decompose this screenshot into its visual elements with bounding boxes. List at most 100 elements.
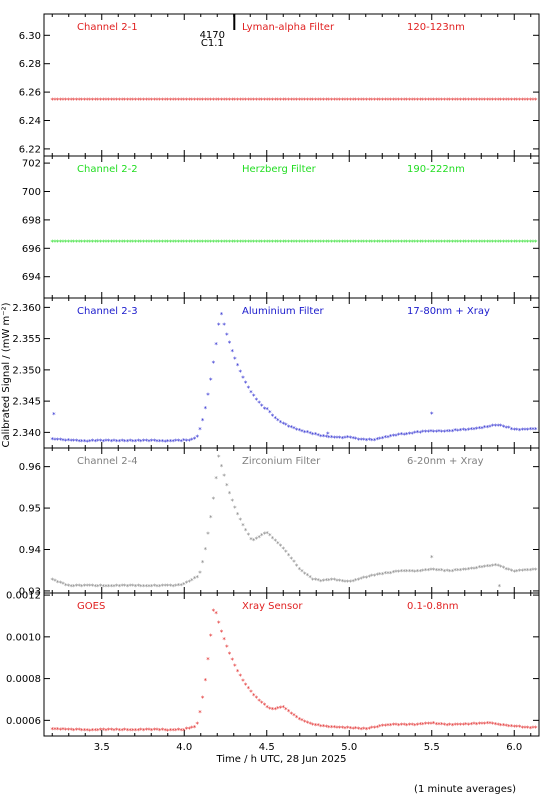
data-point: * xyxy=(82,97,86,105)
data-point: * xyxy=(512,239,516,247)
data-point: * xyxy=(192,239,196,247)
data-point: * xyxy=(380,239,384,247)
data-point: * xyxy=(209,633,213,641)
data-point: * xyxy=(152,726,156,734)
data-point: * xyxy=(131,239,135,247)
data-point: * xyxy=(375,572,379,580)
data-point: * xyxy=(88,97,92,105)
data-point: * xyxy=(297,427,301,435)
data-point: * xyxy=(469,97,473,105)
data-point: * xyxy=(493,422,497,430)
data-point: * xyxy=(426,97,430,105)
data-point: * xyxy=(166,727,170,735)
data-point: * xyxy=(241,97,245,105)
data-point: * xyxy=(504,97,508,105)
data-point: * xyxy=(144,239,148,247)
data-point: * xyxy=(289,555,293,563)
data-point: * xyxy=(520,568,524,576)
data-point: * xyxy=(389,433,393,441)
data-point: * xyxy=(504,239,508,247)
data-point: * xyxy=(305,429,309,437)
data-point: * xyxy=(85,727,89,735)
data-point: * xyxy=(378,97,382,105)
data-point: * xyxy=(249,389,253,397)
data-point: * xyxy=(448,239,452,247)
data-point: * xyxy=(131,583,135,591)
data-point: * xyxy=(74,97,78,105)
data-point: * xyxy=(61,581,65,589)
data-point: * xyxy=(192,575,196,583)
data-point: * xyxy=(201,417,205,425)
data-point: * xyxy=(64,582,68,590)
data-point: * xyxy=(327,97,331,105)
data-point: * xyxy=(300,239,304,247)
data-point: * xyxy=(477,239,481,247)
data-point: * xyxy=(203,97,207,105)
data-point: * xyxy=(450,722,454,730)
data-point: * xyxy=(359,239,363,247)
data-point: * xyxy=(150,97,154,105)
data-point: * xyxy=(131,438,135,446)
data-point: * xyxy=(192,724,196,732)
data-point: * xyxy=(139,97,143,105)
data-point: * xyxy=(526,239,530,247)
data-point: * xyxy=(93,583,97,591)
data-point: * xyxy=(402,722,406,730)
data-point: * xyxy=(461,566,465,574)
data-point: * xyxy=(141,727,145,735)
data-point: * xyxy=(254,97,258,105)
data-point: * xyxy=(432,566,436,574)
data-point: * xyxy=(313,577,317,585)
data-point: * xyxy=(217,97,221,105)
data-point: * xyxy=(147,583,151,591)
data-point: * xyxy=(112,583,116,591)
data-point: * xyxy=(155,438,159,446)
data-point: * xyxy=(394,721,398,729)
data-point: * xyxy=(158,583,162,591)
data-point: * xyxy=(53,436,57,444)
data-point: * xyxy=(356,239,360,247)
data-point: * xyxy=(321,239,325,247)
data-point: * xyxy=(101,727,105,735)
data-point: * xyxy=(244,97,248,105)
data-point: * xyxy=(66,727,70,735)
data-point: * xyxy=(166,239,170,247)
data-point: * xyxy=(437,567,441,575)
data-point: * xyxy=(517,568,521,576)
panel-label: Channel 2-1 xyxy=(77,22,138,33)
data-point: * xyxy=(125,583,129,591)
data-point: * xyxy=(429,97,433,105)
y-tick-label: 6.22 xyxy=(19,144,41,155)
data-point: * xyxy=(222,472,226,480)
data-point: * xyxy=(348,434,352,442)
data-point: * xyxy=(166,583,170,591)
data-point: * xyxy=(378,723,382,731)
data-point: * xyxy=(423,97,427,105)
data-point: * xyxy=(211,359,215,367)
data-point: * xyxy=(72,97,76,105)
data-point: * xyxy=(437,428,441,436)
data-point: * xyxy=(117,727,121,735)
data-point: * xyxy=(311,576,315,584)
data-point: * xyxy=(61,239,65,247)
data-point: * xyxy=(198,570,202,578)
data-point: * xyxy=(123,582,127,590)
data-point: * xyxy=(453,97,457,105)
data-point: * xyxy=(432,428,436,436)
y-tick-label: 0.0012 xyxy=(6,591,41,602)
data-point: * xyxy=(512,569,516,577)
data-point: * xyxy=(101,583,105,591)
data-point: * xyxy=(469,721,473,729)
data-point: * xyxy=(485,720,489,728)
data-point: * xyxy=(123,438,127,446)
data-point: * xyxy=(316,239,320,247)
data-point: * xyxy=(182,437,186,445)
y-tick-label: 2.340 xyxy=(12,428,41,439)
data-point: * xyxy=(445,568,449,576)
data-point: * xyxy=(480,720,484,728)
data-point: * xyxy=(364,726,368,734)
data-point: * xyxy=(82,582,86,590)
data-point: * xyxy=(380,571,384,579)
data-point: * xyxy=(160,727,164,735)
data-point: * xyxy=(241,239,245,247)
